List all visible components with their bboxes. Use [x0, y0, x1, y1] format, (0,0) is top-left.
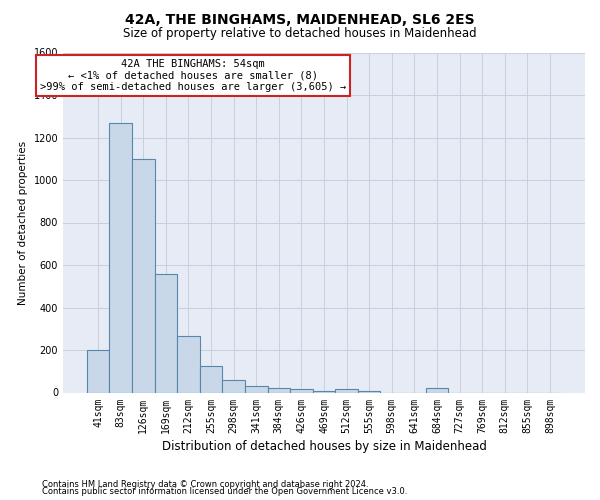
Bar	[109, 122, 132, 392]
Y-axis label: Number of detached properties: Number of detached properties	[18, 140, 28, 304]
Bar	[132, 159, 155, 392]
Bar	[335, 390, 358, 392]
Bar	[245, 386, 268, 392]
Bar	[200, 366, 223, 392]
Bar	[268, 388, 290, 392]
Text: 42A, THE BINGHAMS, MAIDENHEAD, SL6 2ES: 42A, THE BINGHAMS, MAIDENHEAD, SL6 2ES	[125, 12, 475, 26]
X-axis label: Distribution of detached houses by size in Maidenhead: Distribution of detached houses by size …	[161, 440, 487, 452]
Bar	[177, 336, 200, 392]
Text: Contains HM Land Registry data © Crown copyright and database right 2024.: Contains HM Land Registry data © Crown c…	[42, 480, 368, 489]
Bar	[87, 350, 109, 393]
Bar	[425, 388, 448, 392]
Bar	[223, 380, 245, 392]
Text: Contains public sector information licensed under the Open Government Licence v3: Contains public sector information licen…	[42, 487, 407, 496]
Bar	[290, 390, 313, 392]
Text: 42A THE BINGHAMS: 54sqm
← <1% of detached houses are smaller (8)
>99% of semi-de: 42A THE BINGHAMS: 54sqm ← <1% of detache…	[40, 59, 346, 92]
Text: Size of property relative to detached houses in Maidenhead: Size of property relative to detached ho…	[123, 28, 477, 40]
Bar	[155, 274, 177, 392]
